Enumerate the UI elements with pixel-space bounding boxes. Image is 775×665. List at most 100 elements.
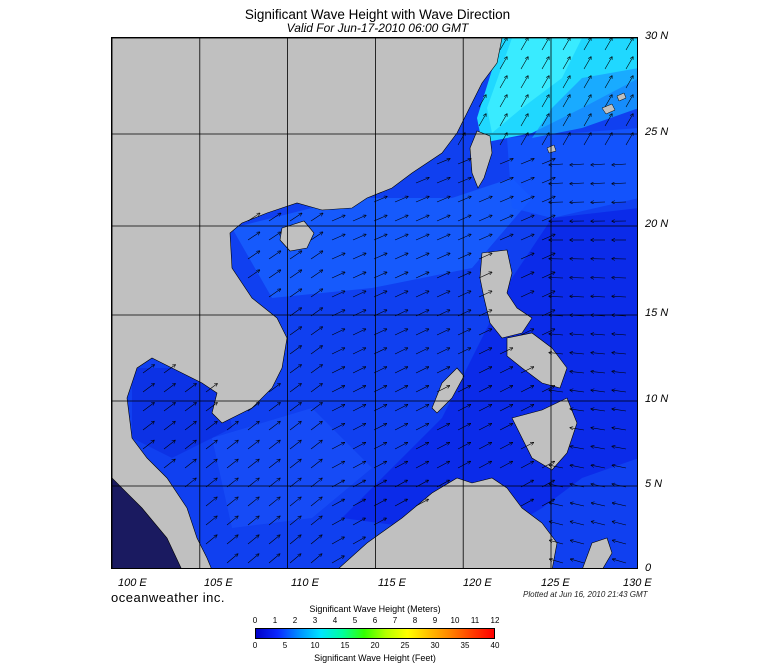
wave-arrow (268, 478, 280, 488)
wave-arrow (570, 428, 585, 431)
wave-arrow (373, 518, 386, 526)
wave-arrow (331, 272, 345, 279)
wave-arrow (591, 428, 606, 431)
wave-arrow (549, 353, 564, 354)
wave-arrow (289, 478, 301, 488)
wave-arrow (436, 367, 450, 374)
wave-arrow (570, 446, 585, 450)
wave-arrow (520, 499, 533, 507)
lon-label-110e: 110 E (291, 577, 319, 589)
wave-arrow (457, 215, 471, 222)
wave-arrow (415, 348, 429, 355)
wave-arrow (373, 405, 387, 412)
wave-arrow (352, 499, 365, 507)
land-borneo (338, 477, 558, 568)
wave-arrow (289, 554, 301, 564)
wave-arrow (436, 253, 450, 260)
colorbar-feet-tick: 40 (490, 641, 500, 650)
wave-arrow (394, 215, 408, 222)
wave-arrow (310, 554, 322, 564)
wave-arrow (184, 459, 196, 469)
wave-arrow (541, 253, 555, 260)
wave-arrow (415, 443, 428, 450)
wave-arrow (571, 540, 585, 545)
wave-arrow (541, 178, 555, 184)
wave-arrow (415, 424, 428, 431)
wave-arrow (289, 384, 301, 393)
wave-arrow (394, 424, 407, 431)
lat-label-25n: 25 N (645, 126, 669, 138)
wave-arrow (541, 272, 555, 279)
wave-arrow (520, 114, 528, 127)
wave-arrow (562, 133, 570, 146)
land-mainland (112, 38, 503, 568)
wave-arrow (520, 367, 534, 374)
wave-arrow (541, 480, 554, 488)
wave-arrow (570, 296, 585, 297)
wave-arrow (570, 278, 585, 279)
wave-arrow (394, 348, 408, 355)
wave-arrow (613, 540, 627, 545)
wave-arrow (571, 559, 585, 564)
wave-arrow (310, 308, 322, 317)
wave-arrow (478, 114, 486, 127)
wave-arrow (520, 253, 534, 260)
brand-logo-text: oceanweather inc. (111, 590, 226, 605)
wave-arrow (478, 329, 492, 336)
wave-arrow (591, 409, 606, 412)
wave-arrow (289, 346, 301, 355)
wave-arrow (415, 310, 429, 317)
wave-arrow (268, 554, 280, 564)
wave-arrow (415, 291, 429, 298)
colorbar-feet-tick: 25 (400, 641, 410, 650)
wave-arrow (499, 159, 513, 165)
wave-arrow (373, 291, 387, 298)
wave-arrow (520, 178, 534, 184)
wave-arrow (436, 234, 450, 241)
wave-arrow (550, 540, 564, 545)
wave-arrow (436, 310, 450, 317)
wave-arrow (570, 183, 585, 184)
wave-arrow (612, 353, 627, 354)
wave-arrow (457, 291, 471, 298)
colorbar-meter-tick: 5 (352, 616, 358, 625)
wave-arrow (612, 334, 627, 335)
wave-arrow (591, 503, 606, 507)
wave-arrow (499, 215, 513, 222)
wave-arrow (289, 440, 301, 450)
wave-arrow (394, 480, 407, 488)
wave-arrow (436, 386, 450, 393)
wave-arrow (570, 164, 585, 165)
wave-arrow (570, 503, 585, 507)
wave-arrow (612, 446, 627, 450)
lon-label-120e: 120 E (463, 577, 492, 589)
wave-arrow (310, 232, 323, 241)
wave-arrow (478, 215, 492, 222)
wave-arrow (331, 443, 344, 450)
map-subtitle: Valid For Jun-17-2010 06:00 GMT (286, 21, 469, 35)
colorbar-meter-tick: 11 (470, 616, 480, 625)
colorbar-meter-tick: 7 (392, 616, 398, 625)
wave-arrow (612, 315, 627, 316)
wave-arrow (436, 159, 450, 165)
wave-arrow (394, 234, 408, 241)
wave-arrow (562, 76, 570, 89)
lon-label-130e: 130 E (623, 577, 652, 589)
lon-label-105e: 105 E (204, 577, 233, 589)
wave-arrow (549, 503, 564, 507)
wave-arrow (457, 310, 471, 317)
wave-arrow (247, 478, 259, 488)
map-canvas (112, 38, 637, 568)
wave-arrow (310, 384, 322, 393)
wave-arrow (268, 403, 280, 412)
wave-arrow (541, 291, 555, 298)
wave-arrow (499, 95, 507, 108)
wave-arrow (226, 554, 238, 564)
wave-arrow (541, 499, 554, 507)
wave-arrow (310, 403, 322, 412)
wave-arrow (562, 57, 570, 70)
wave-arrow (499, 367, 513, 374)
wave-arrow (163, 384, 175, 393)
wave-arrow (310, 346, 322, 355)
wave-arrow (457, 197, 471, 203)
